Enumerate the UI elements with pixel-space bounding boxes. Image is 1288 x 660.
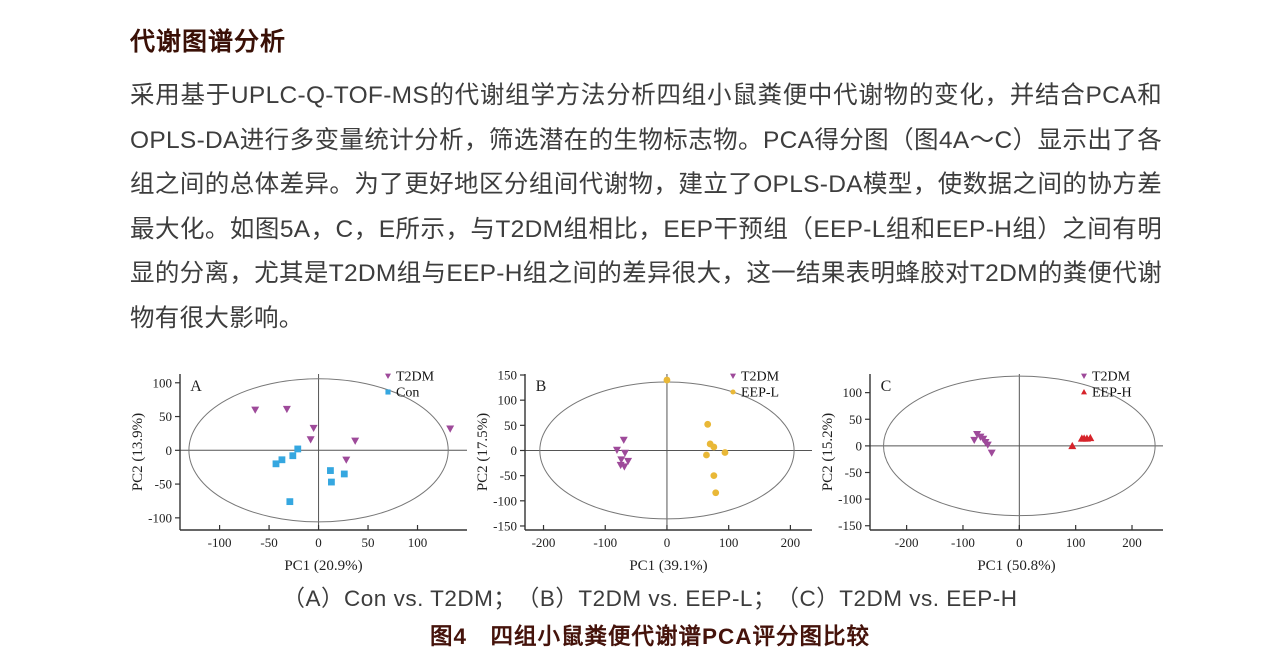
svg-text:-100: -100 <box>951 535 975 550</box>
svg-text:-50: -50 <box>500 468 517 483</box>
svg-text:T2DM: T2DM <box>741 370 780 385</box>
svg-text:C: C <box>881 378 892 395</box>
svg-text:100: 100 <box>1066 535 1086 550</box>
svg-text:0: 0 <box>511 443 518 458</box>
svg-text:-200: -200 <box>532 535 556 550</box>
svg-text:200: 200 <box>781 535 801 550</box>
svg-text:-50: -50 <box>260 535 277 550</box>
svg-text:-50: -50 <box>155 477 172 492</box>
pca-plot-panel-a: -100 -50 0 50 100 -100 -50 0 50 100 PC1 (20.9%) PC2… <box>130 370 467 574</box>
svg-text:0: 0 <box>166 443 173 458</box>
svg-text:-100: -100 <box>493 493 517 508</box>
svg-text:150: 150 <box>498 368 518 383</box>
svg-text:PC2 (15.2%): PC2 (15.2%) <box>820 413 836 491</box>
svg-text:100: 100 <box>408 535 428 550</box>
figure-4: -100 -50 0 50 100 -100 -50 0 50 100 PC1 (20.9%) PC2… <box>130 365 1170 651</box>
pca-plots-row: -100 -50 0 50 100 -100 -50 0 50 100 PC1 (20.9%) PC2… <box>130 365 1170 577</box>
pca-plot-panel-b: -150 -100 -50 0 50 100 150 -200 -100 0 100 200 PC1 (… <box>475 368 812 574</box>
svg-text:-150: -150 <box>493 518 517 533</box>
svg-text:-100: -100 <box>838 492 862 507</box>
svg-text:50: 50 <box>504 418 517 433</box>
svg-text:100: 100 <box>719 535 739 550</box>
svg-text:PC2 (13.9%): PC2 (13.9%) <box>130 413 146 491</box>
svg-text:PC1 (50.8%): PC1 (50.8%) <box>977 558 1055 574</box>
figure-caption: 图4 四组小鼠粪便代谢谱PCA评分图比较 <box>429 624 871 649</box>
svg-text:-100: -100 <box>208 535 232 550</box>
svg-text:0: 0 <box>664 535 671 550</box>
svg-text:-50: -50 <box>845 465 862 480</box>
svg-text:0: 0 <box>1016 535 1023 550</box>
section-heading: 代谢图谱分析 <box>130 28 287 56</box>
svg-text:Con: Con <box>396 386 419 401</box>
svg-text:-100: -100 <box>148 510 172 525</box>
svg-text:0: 0 <box>315 535 322 550</box>
svg-text:100: 100 <box>153 375 173 390</box>
svg-text:A: A <box>190 378 202 395</box>
svg-text:50: 50 <box>159 409 172 424</box>
svg-text:-100: -100 <box>593 535 617 550</box>
svg-text:EEP-H: EEP-H <box>1092 386 1132 401</box>
svg-text:PC1 (39.1%): PC1 (39.1%) <box>629 558 707 574</box>
svg-text:50: 50 <box>362 535 375 550</box>
body-paragraph: 采用基于UPLC-Q-TOF-MS的代谢组学方法分析四组小鼠粪便中代谢物的变化，… <box>130 82 1162 332</box>
svg-text:T2DM: T2DM <box>396 370 435 385</box>
svg-text:PC1 (20.9%): PC1 (20.9%) <box>284 558 362 574</box>
svg-text:50: 50 <box>849 412 862 427</box>
svg-text:-150: -150 <box>838 518 862 533</box>
svg-text:100: 100 <box>498 393 518 408</box>
svg-text:B: B <box>536 378 547 395</box>
svg-text:T2DM: T2DM <box>1092 370 1131 385</box>
svg-text:0: 0 <box>856 438 863 453</box>
svg-text:PC2 (17.5%): PC2 (17.5%) <box>475 413 491 491</box>
figure-subcaption: （A）Con vs. T2DM； （B）T2DM vs. EEP-L； （C）T… <box>282 586 1018 611</box>
svg-text:200: 200 <box>1122 535 1142 550</box>
svg-text:100: 100 <box>843 385 863 400</box>
svg-text:EEP-L: EEP-L <box>741 386 779 401</box>
pca-plot-panel-c: -150 -100 -50 0 50 100 -200 -100 0 100 200 PC1 (50.… <box>820 370 1163 574</box>
svg-text:-200: -200 <box>895 535 919 550</box>
